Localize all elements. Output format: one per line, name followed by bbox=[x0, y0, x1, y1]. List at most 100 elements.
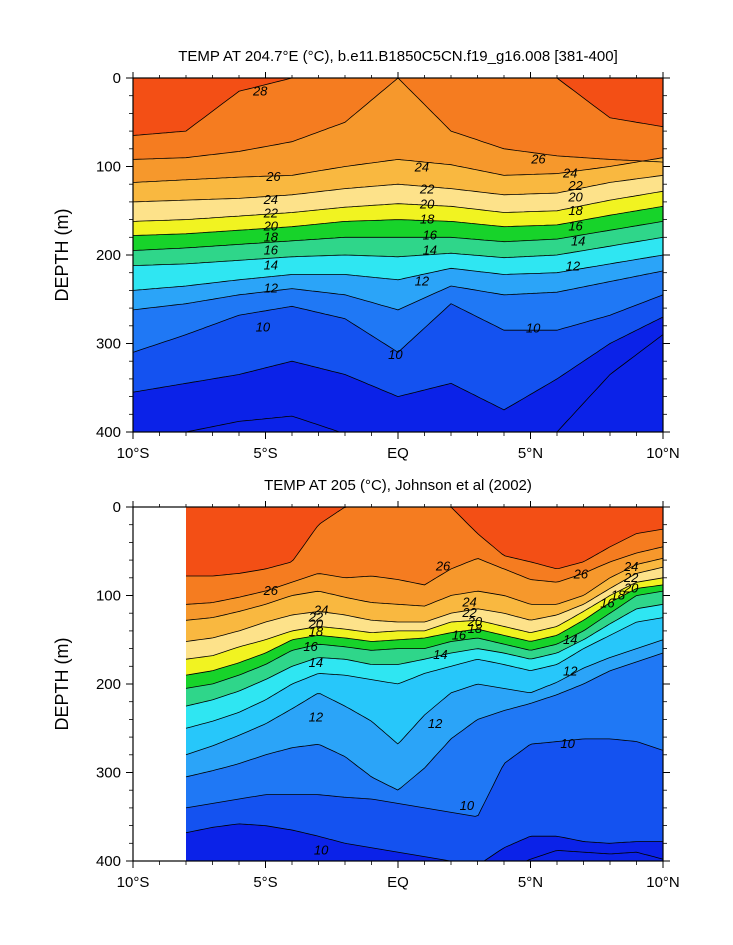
x-tick-label: EQ bbox=[387, 874, 409, 891]
contour-label: 14 bbox=[563, 632, 577, 647]
contour-label: 24 bbox=[623, 559, 638, 574]
isotherm-27 bbox=[133, 78, 663, 136]
y-tick-label: 0 bbox=[113, 499, 121, 516]
contour-label: 16 bbox=[600, 595, 615, 610]
contour-label: 10 bbox=[560, 736, 575, 751]
contour-label: 18 bbox=[468, 621, 483, 636]
isotherm-10 bbox=[185, 738, 663, 817]
x-tick-label: 5°S bbox=[253, 874, 277, 891]
isotherm-11 bbox=[185, 652, 663, 791]
isotherm-20 bbox=[133, 190, 663, 222]
contour-label: 16 bbox=[423, 228, 438, 243]
x-tick-label: 10°N bbox=[646, 874, 680, 891]
contour-label: 26 bbox=[573, 566, 589, 581]
contour-label: 24 bbox=[562, 166, 577, 181]
y-tick-label: 300 bbox=[96, 336, 121, 353]
panel-model: TEMP AT 204.7°E (°C), b.e11.B1850C5CN.f1… bbox=[52, 48, 680, 462]
contour-label: 28 bbox=[252, 83, 268, 98]
contour-label: 10 bbox=[314, 842, 329, 857]
contour-plot-observations bbox=[185, 507, 663, 861]
contour-label: 16 bbox=[452, 627, 467, 642]
isotherm-18 bbox=[133, 205, 663, 236]
x-tick-label: 10°S bbox=[117, 445, 150, 462]
contour-label: 14 bbox=[423, 243, 437, 258]
contour-label: 26 bbox=[435, 558, 451, 573]
panel-observations: TEMP AT 205 (°C), Johnson et al (2002) D… bbox=[52, 477, 680, 891]
contour-label: 24 bbox=[313, 603, 328, 618]
band-lt9 bbox=[133, 317, 663, 432]
isotherm-24 bbox=[133, 157, 663, 183]
band-lt9 bbox=[526, 850, 663, 861]
contour-label: 26 bbox=[530, 151, 546, 166]
isotherm-9 bbox=[133, 316, 663, 411]
contour-label: 18 bbox=[309, 624, 324, 639]
isotherm-26 bbox=[185, 546, 663, 605]
chart-title-model: TEMP AT 204.7°E (°C), b.e11.B1850C5CN.f1… bbox=[178, 48, 618, 65]
contour-label: 20 bbox=[419, 197, 435, 212]
x-tick-label: 5°N bbox=[518, 874, 543, 891]
isotherm-27 bbox=[186, 507, 663, 577]
isotherm-10 bbox=[133, 294, 663, 353]
isotherm-14 bbox=[185, 604, 663, 707]
isotherm-20 bbox=[185, 577, 663, 660]
contour-label: 20 bbox=[623, 580, 639, 595]
contour-label: 12 bbox=[264, 281, 279, 296]
isotherm-12 bbox=[185, 639, 663, 756]
y-tick-label: 200 bbox=[96, 247, 121, 264]
contour-label: 20 bbox=[467, 614, 483, 629]
contour-label: 12 bbox=[563, 664, 578, 679]
contour-label: 24 bbox=[263, 192, 278, 207]
axis-ticks-model: 10°S 5°S EQ 5°N 10°N 0 100 200 300 400 bbox=[96, 70, 680, 462]
contour-label: 10 bbox=[388, 347, 403, 362]
isotherm-12 bbox=[133, 254, 663, 291]
contour-label: 14 bbox=[571, 234, 585, 249]
contour-label: 14 bbox=[264, 258, 278, 273]
y-tick-label: 0 bbox=[113, 70, 121, 87]
y-axis-label-observations: DEPTH (m) bbox=[52, 638, 72, 731]
x-tick-label: 10°N bbox=[646, 445, 680, 462]
contour-label: 12 bbox=[428, 716, 443, 731]
isotherm-14 bbox=[133, 236, 663, 266]
band-9-10 bbox=[186, 738, 663, 861]
contour-label: 12 bbox=[415, 274, 430, 289]
contour-label: 22 bbox=[461, 605, 477, 620]
isotherm-22 bbox=[133, 175, 663, 203]
y-tick-label: 100 bbox=[96, 159, 121, 176]
contour-label: 22 bbox=[419, 182, 435, 197]
contour-label: 20 bbox=[263, 219, 279, 234]
contour-plot-model bbox=[133, 78, 663, 432]
contour-label: 10 bbox=[256, 320, 271, 335]
contour-label: 18 bbox=[611, 588, 626, 603]
y-tick-label: 400 bbox=[96, 853, 121, 870]
contour-label: 24 bbox=[414, 159, 429, 174]
contour-label: 10 bbox=[526, 320, 541, 335]
isotherm-24 bbox=[185, 557, 663, 621]
contour-label: 18 bbox=[568, 203, 583, 218]
x-tick-label: 10°S bbox=[117, 874, 150, 891]
isotherm-16 bbox=[133, 221, 663, 251]
contour-label: 16 bbox=[303, 639, 318, 654]
isotherm-16 bbox=[185, 590, 663, 689]
y-axis-label-model: DEPTH (m) bbox=[52, 209, 72, 302]
contour-label: 14 bbox=[309, 655, 323, 670]
contour-label: 22 bbox=[263, 205, 279, 220]
axis-ticks-observations: 10°S 5°S EQ 5°N 10°N 0 100 200 300 400 bbox=[96, 499, 680, 891]
contour-label: 12 bbox=[566, 259, 581, 274]
isotherm-22 bbox=[185, 566, 663, 642]
band-lt9 bbox=[186, 334, 663, 432]
y-tick-label: 100 bbox=[96, 588, 121, 605]
isotherm-8 bbox=[525, 850, 663, 861]
y-tick-label: 200 bbox=[96, 676, 121, 693]
y-tick-label: 400 bbox=[96, 424, 121, 441]
contour-label: 18 bbox=[420, 212, 435, 227]
contour-label: 22 bbox=[567, 178, 583, 193]
contour-label: 26 bbox=[263, 583, 279, 598]
isotherm-18 bbox=[185, 584, 663, 676]
contour-label: 10 bbox=[460, 798, 475, 813]
isotherm-13 bbox=[185, 617, 663, 729]
contour-label: 18 bbox=[264, 229, 279, 244]
isotherm-8 bbox=[183, 334, 663, 432]
